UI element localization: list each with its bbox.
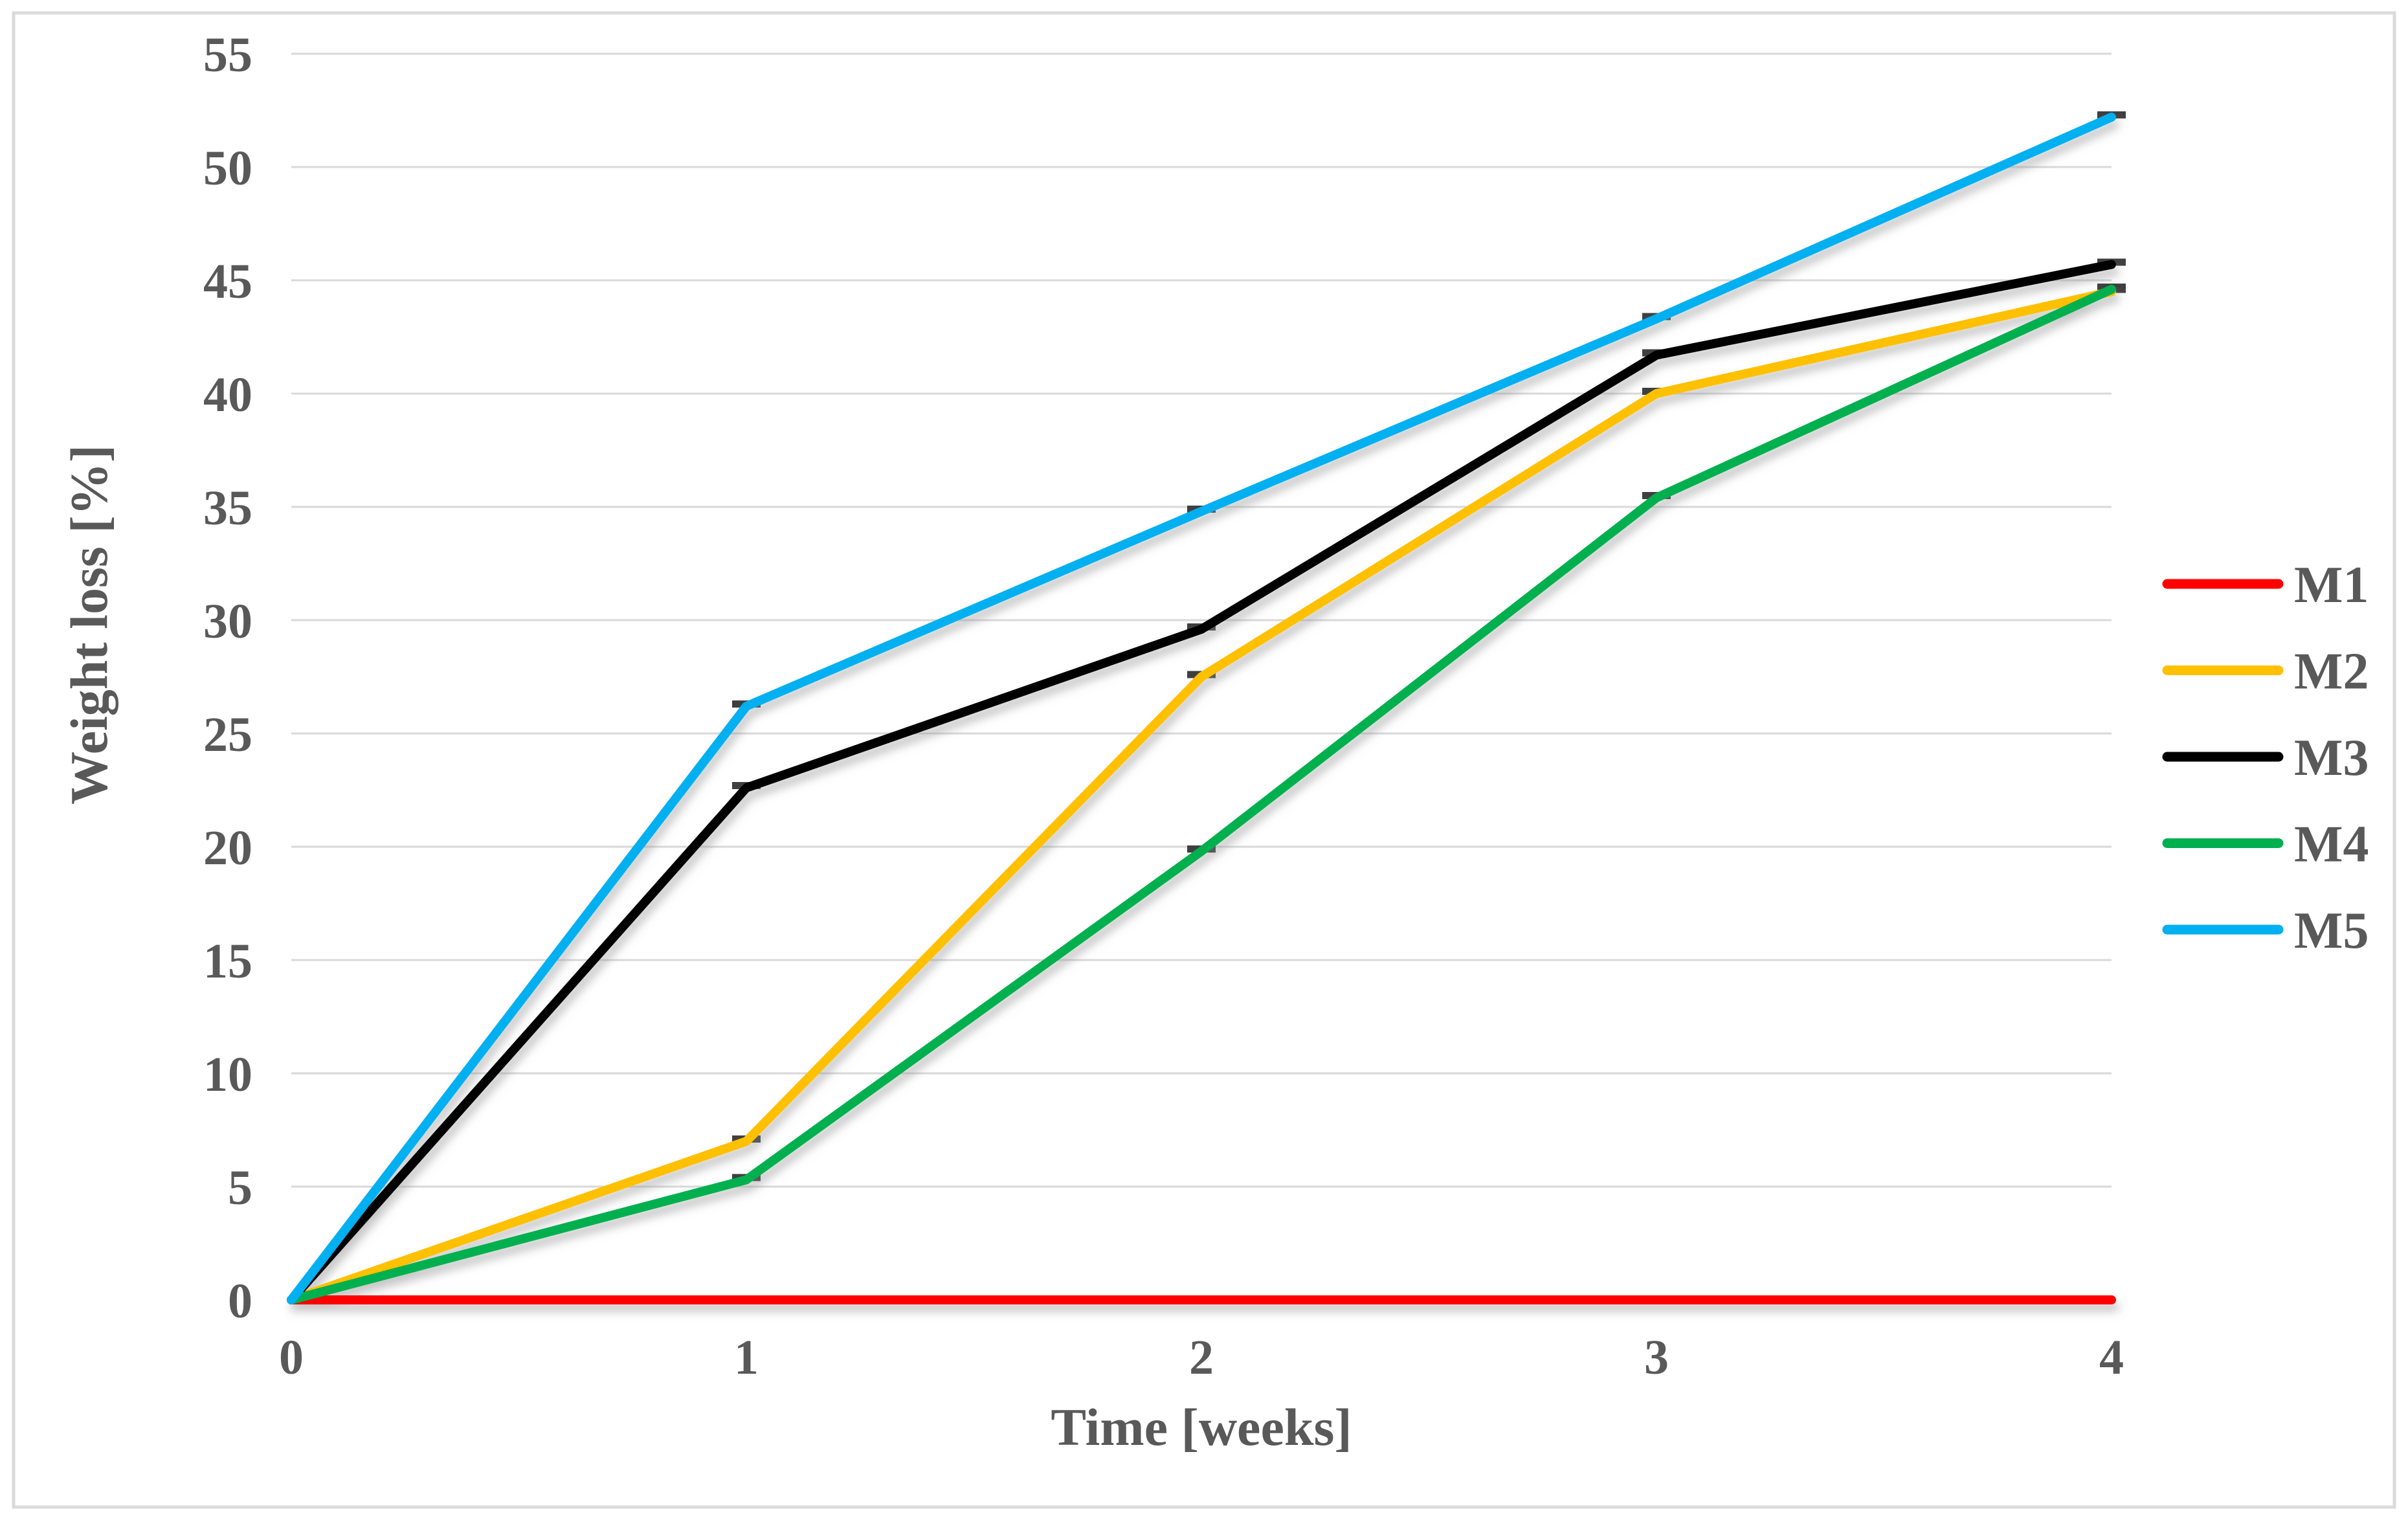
legend-item-M1: M1 [2162, 557, 2369, 614]
y-tick-label-55: 55 [203, 28, 252, 82]
legend-item-M4: M4 [2162, 816, 2369, 873]
y-tick-label-20: 20 [203, 821, 252, 875]
series-line-M5 [287, 113, 2116, 1304]
legend-item-M5: M5 [2162, 902, 2369, 959]
y-tick-label-10: 10 [203, 1047, 252, 1102]
legend: M1 M2 M3 M4 M5 [2162, 557, 2369, 959]
x-tick-label-4: 4 [2099, 1330, 2124, 1385]
y-tick-label-50: 50 [203, 141, 252, 196]
x-axis-tick-labels: 0 1 2 3 4 [279, 1330, 2124, 1385]
legend-label-M5: M5 [2294, 902, 2369, 959]
series-line-M2 [287, 287, 2116, 1304]
x-tick-label-3: 3 [1644, 1330, 1669, 1385]
y-axis-title: Weight loss [%] [60, 445, 118, 805]
y-tick-label-5: 5 [228, 1161, 252, 1215]
y-axis-tick-labels: 0 5 10 15 20 25 30 35 40 45 50 55 [203, 28, 252, 1328]
legend-label-M1: M1 [2294, 557, 2369, 614]
legend-item-M3: M3 [2162, 730, 2369, 787]
legend-label-M2: M2 [2294, 643, 2369, 700]
chart-frame-border [12, 11, 2396, 1509]
y-tick-label-40: 40 [203, 368, 252, 422]
y-tick-label-0: 0 [228, 1274, 252, 1328]
y-tick-label-30: 30 [203, 594, 252, 649]
legend-label-M3: M3 [2294, 730, 2369, 787]
y-tick-label-35: 35 [203, 481, 252, 535]
y-tick-label-15: 15 [203, 934, 252, 989]
error-bar-caps [732, 111, 2126, 1181]
legend-label-M4: M4 [2294, 816, 2369, 873]
x-axis-title: Time [weeks] [1051, 1398, 1352, 1457]
legend-item-M2: M2 [2162, 643, 2369, 700]
y-tick-label-45: 45 [203, 254, 252, 309]
series-line-M4 [287, 285, 2116, 1304]
y-tick-label-25: 25 [203, 708, 252, 762]
x-tick-label-1: 1 [734, 1330, 759, 1385]
series-line-M3 [287, 260, 2116, 1304]
x-tick-label-0: 0 [279, 1330, 304, 1385]
series-lines [287, 113, 2116, 1304]
x-tick-label-2: 2 [1189, 1330, 1214, 1385]
